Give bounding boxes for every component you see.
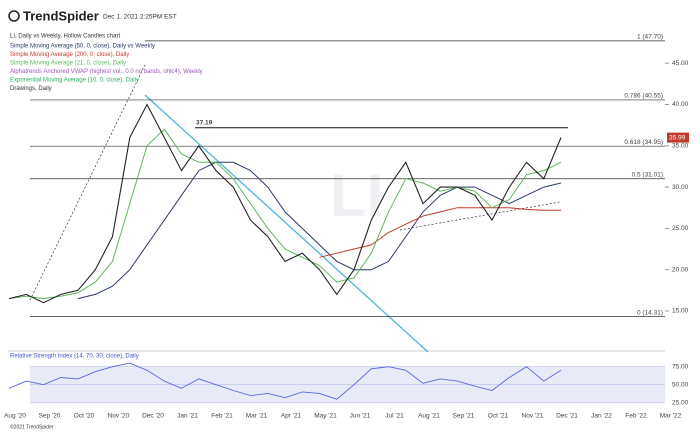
- x-tick-label: Sep '21: [453, 413, 475, 420]
- x-tick-label: Nov '20: [108, 413, 130, 420]
- legend-entry: Alphatrends Anchored VWAP (highest vol.,…: [10, 69, 203, 75]
- y-tick-label: 35.00: [672, 143, 689, 150]
- y-tick-label: 25.00: [672, 399, 689, 406]
- price-line: [8, 103, 562, 304]
- x-tick-label: Dec '20: [142, 413, 164, 420]
- x-tick-label: Jun '21: [350, 413, 371, 420]
- x-tick-label: Feb '21: [211, 413, 233, 420]
- y-tick-label: 75.00: [672, 363, 689, 370]
- chart-title: LI, Daily vs Weekly, Hollow Candles char…: [10, 34, 120, 40]
- legend-entry: Drawings, Daily: [10, 86, 52, 92]
- fib-label: 0.786 (40.55): [624, 93, 663, 100]
- legend-entry: Simple Moving Average (21, 0, close), Da…: [10, 61, 126, 67]
- x-tick-label: Aug '20: [4, 413, 26, 420]
- x-tick-label: Jan '22: [591, 413, 612, 420]
- vwap-line: [399, 201, 561, 231]
- fib-label: 0.618 (34.95): [624, 139, 663, 146]
- x-tick-label: Jan '21: [177, 413, 198, 420]
- rsi-line: [8, 362, 562, 400]
- x-tick-label: May '21: [314, 413, 337, 420]
- x-tick-label: Mar '21: [246, 413, 268, 420]
- x-tick-label: Nov '21: [522, 413, 544, 420]
- legend-entry: Simple Moving Average (200, 0, close), D…: [10, 52, 129, 58]
- indicator-line: [77, 161, 562, 300]
- y-tick-label: 15.00: [672, 308, 689, 315]
- resistance-label: 37.19: [196, 119, 213, 126]
- y-tick-label: 40.00: [672, 101, 689, 108]
- fib-label: 1 (47.70): [637, 34, 663, 41]
- indicator-line: [319, 207, 561, 258]
- timestamp: Dec 1, 2021 2:25PM EST: [103, 14, 177, 21]
- price-tag-label: 35.99: [669, 134, 686, 141]
- x-tick-label: Oct '21: [488, 413, 509, 420]
- legend-entry: Exponential Moving Average (10, 0, close…: [10, 78, 139, 84]
- y-tick-label: 20.00: [672, 266, 689, 273]
- y-tick-label: 25.00: [672, 225, 689, 232]
- x-tick-label: Apr '21: [281, 413, 302, 420]
- x-tick-label: Mar '22: [660, 413, 682, 420]
- y-tick-label: 50.00: [672, 381, 689, 388]
- x-tick-label: Sep '20: [39, 413, 61, 420]
- trend-line: [144, 94, 429, 353]
- logo-icon: [8, 10, 20, 22]
- fib-label: 0 (14.31): [637, 309, 663, 316]
- logo: TrendSpider: [23, 8, 99, 23]
- legend-entry: Simple Moving Average (50, 0, close), Da…: [10, 44, 155, 50]
- fib-label: 0.5 (31.01): [632, 171, 663, 178]
- x-tick-label: Oct '20: [74, 413, 95, 420]
- footer: ©2021 TrendSpider: [10, 423, 54, 430]
- x-tick-label: Aug '21: [418, 413, 440, 420]
- x-tick-label: Jul '21: [385, 413, 404, 420]
- rsi-title: Relative Strength Index (14, 70, 30, clo…: [10, 354, 139, 360]
- x-tick-label: Dec '21: [556, 413, 578, 420]
- price-tag: [667, 132, 689, 143]
- x-tick-label: Feb '22: [625, 413, 647, 420]
- watermark: LI: [330, 162, 383, 229]
- indicator-line: [8, 128, 562, 300]
- y-tick-label: 45.00: [672, 60, 689, 67]
- y-tick-label: 30.00: [672, 184, 689, 191]
